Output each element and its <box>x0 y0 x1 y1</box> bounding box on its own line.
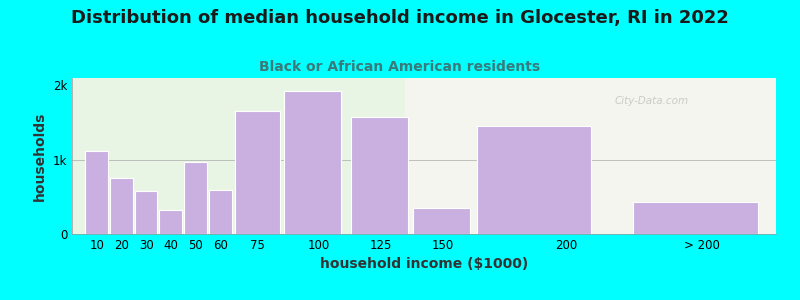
Bar <box>184 162 207 234</box>
Bar <box>634 202 758 234</box>
Bar <box>351 117 408 234</box>
Bar <box>477 126 590 234</box>
Bar <box>134 191 158 234</box>
Bar <box>285 92 342 234</box>
Bar <box>406 0 800 234</box>
Bar <box>86 151 108 234</box>
Bar <box>159 210 182 234</box>
Bar <box>209 190 231 234</box>
Text: Distribution of median household income in Glocester, RI in 2022: Distribution of median household income … <box>71 9 729 27</box>
Bar <box>234 111 280 234</box>
Y-axis label: households: households <box>34 111 47 201</box>
Bar <box>110 178 133 234</box>
X-axis label: household income ($1000): household income ($1000) <box>320 257 528 272</box>
Text: Black or African American residents: Black or African American residents <box>259 60 541 74</box>
Text: City-Data.com: City-Data.com <box>614 96 688 106</box>
Bar <box>413 208 470 234</box>
